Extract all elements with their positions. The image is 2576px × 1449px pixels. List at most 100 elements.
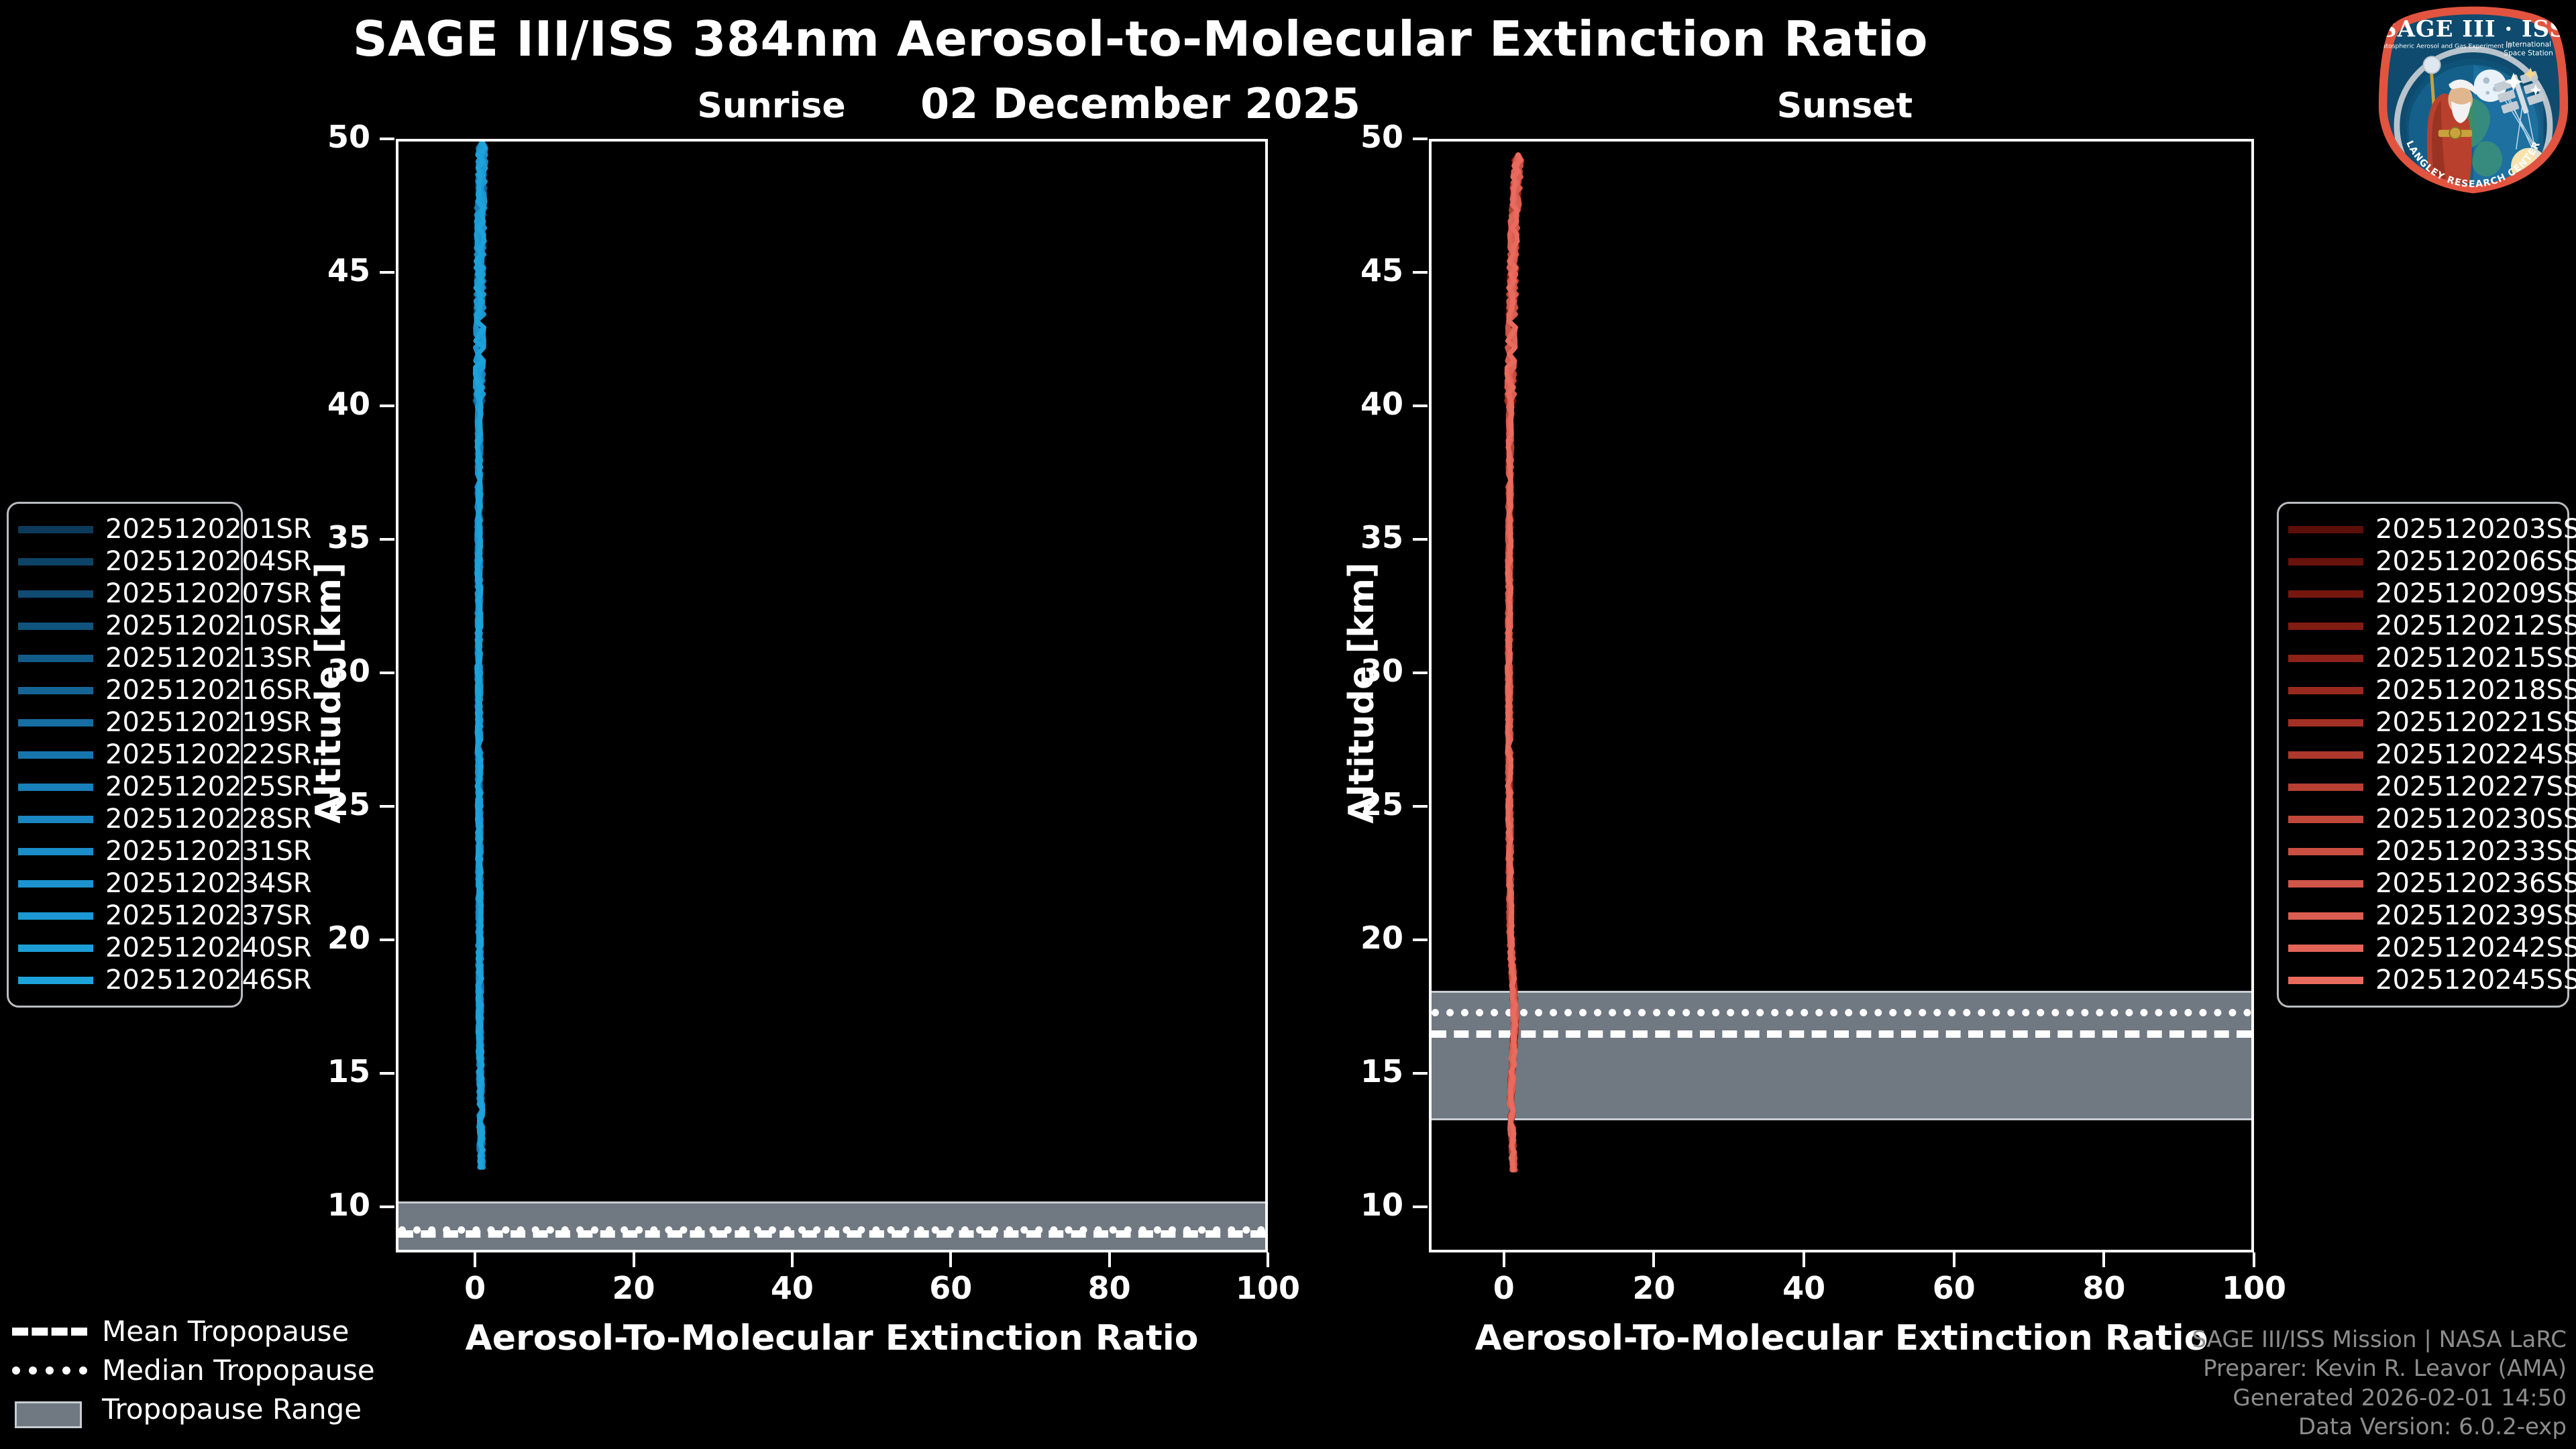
legend-item[interactable]: 2025120236SS [2288,867,2576,900]
legend-item[interactable]: 2025120218SS [2288,674,2576,706]
y-tick-label: 15 [327,1053,370,1090]
legend-label: 2025120240SR [105,932,312,963]
legend-item[interactable]: 2025120225SR [18,771,312,803]
legend-item[interactable]: 2025120240SR [18,932,312,964]
legend-item[interactable]: 2025120230SS [2288,803,2576,835]
x-tick-mark [949,1252,953,1267]
profile-trace [1504,152,1523,1173]
x-tick-mark [1652,1252,1656,1267]
legend-item[interactable]: 2025120227SS [2288,771,2576,803]
mean-tropopause-line [398,1230,1265,1238]
y-tick-mark [380,938,394,942]
logo-title: SAGE III · ISS [2380,15,2566,42]
legend-item[interactable]: 2025120222SR [18,739,312,771]
legend-color-swatch [18,525,93,533]
legend-item[interactable]: 2025120215SS [2288,642,2576,674]
dotted-line-icon [12,1362,87,1377]
legend-item[interactable]: 2025120237SR [18,900,312,932]
legend-label: 2025120239SS [2375,900,2576,931]
legend-label: 2025120236SS [2375,868,2576,899]
y-tick-label: 50 [327,119,370,155]
x-tick-label: 60 [929,1270,973,1306]
legend-color-swatch [2288,654,2363,662]
legend-color-swatch [18,815,93,823]
legend-item[interactable]: 2025120221SS [2288,706,2576,739]
legend-item[interactable]: 2025120219SR [18,706,312,739]
y-tick-label: 10 [327,1187,370,1224]
sunrise-legend[interactable]: 2025120201SR 2025120204SR 2025120207SR 2025… [7,502,312,1008]
legend-label: 2025120225SR [105,771,312,802]
y-tick-mark [380,1072,394,1075]
legend-item[interactable]: 2025120233SS [2288,835,2576,867]
legend-label: 2025120201SR [105,514,312,545]
y-tick-label: 40 [327,386,370,423]
legend-item[interactable]: 2025120239SS [2288,900,2576,932]
legend-color-swatch [18,976,93,984]
page-title: SAGE III/ISS 384nm Aerosol-to-Molecular … [352,11,1929,67]
legend-item[interactable]: 2025120204SR [18,545,312,578]
legend-color-swatch [2288,557,2363,566]
sunrise-y-axis-title: Altitude [km] [309,562,349,824]
legend-color-swatch [18,783,93,791]
legend-color-swatch [2288,815,2363,823]
y-tick-label: 45 [327,252,370,289]
y-tick-label: 40 [1360,386,1403,423]
legend-label-tropopause-range: Tropopause Range [102,1392,362,1426]
legend-item[interactable]: 2025120242SS [2288,932,2576,964]
y-tick-label: 15 [1360,1053,1403,1090]
legend-item[interactable]: 2025120207SR [18,578,312,610]
y-tick-mark [1413,672,1428,675]
legend-item[interactable]: 2025120231SR [18,835,312,867]
x-tick-mark [2102,1252,2106,1267]
legend-item-mean-tropopause: Mean Tropopause [12,1311,374,1350]
legend-item[interactable]: 2025120210SR [18,610,312,642]
legend-item[interactable]: 2025120213SR [18,642,312,674]
x-tick-mark [1108,1252,1111,1267]
credit-preparer: Preparer: Kevin R. Leavor (AMA) [2203,1355,2567,1383]
legend-label: 2025120218SS [2375,675,2576,706]
legend-item[interactable]: 2025120234SR [18,867,312,900]
legend-item[interactable]: 2025120245SS [2288,964,2576,996]
median-tropopause-line [398,1226,1265,1234]
sunset-legend[interactable]: 2025120203SS 2025120206SS 2025120209SS 2025… [2277,502,2576,1008]
credits-block: SAGE III/ISS Mission | NASA LaRC Prepare… [2192,1326,2567,1442]
legend-item[interactable]: 2025120206SS [2288,545,2576,578]
x-tick-label: 40 [1782,1270,1826,1306]
legend-label: 2025120207SR [105,578,312,609]
y-tick-label: 30 [327,653,370,690]
legend-color-swatch [2288,847,2363,855]
median-tropopause-line [1432,1008,2251,1016]
y-tick-mark [380,271,394,274]
legend-label: 2025120213SR [105,643,312,674]
legend-label: 2025120203SS [2375,514,2576,545]
legend-color-swatch [2288,944,2363,952]
legend-item[interactable]: 2025120246SR [18,964,312,996]
sunset-panel-label: Sunset [1776,86,1913,126]
legend-label: 2025120224SS [2375,739,2576,770]
legend-item[interactable]: 2025120209SS [2288,578,2576,610]
legend-label: 2025120245SS [2375,965,2576,996]
profile-trace [472,142,488,1170]
y-tick-mark [380,805,394,808]
legend-item[interactable]: 2025120201SR [18,513,312,545]
x-tick-mark [790,1252,794,1267]
legend-color-swatch [2288,590,2363,598]
legend-color-swatch [2288,976,2363,984]
x-tick-label: 80 [1087,1270,1131,1306]
legend-item[interactable]: 2025120203SS [2288,513,2576,545]
legend-item[interactable]: 2025120216SR [18,674,312,706]
legend-label: 2025120212SS [2375,610,2576,641]
y-tick-label: 30 [1360,653,1403,690]
legend-item[interactable]: 2025120212SS [2288,610,2576,642]
x-tick-label: 0 [464,1270,486,1306]
legend-color-swatch [18,654,93,662]
legend-label-median-tropopause: Median Tropopause [102,1353,375,1387]
sunset-trace-group [1504,152,1525,1173]
legend-item[interactable]: 2025120224SS [2288,739,2576,771]
y-tick-mark [1413,1072,1428,1075]
legend-label: 2025120237SR [105,900,312,931]
x-tick-label: 40 [770,1270,814,1306]
legend-item[interactable]: 2025120228SR [18,803,312,835]
sage-iii-iss-mission-patch-logo: SAGE III · ISS Stratospheric Aerosol and… [2372,0,2571,197]
